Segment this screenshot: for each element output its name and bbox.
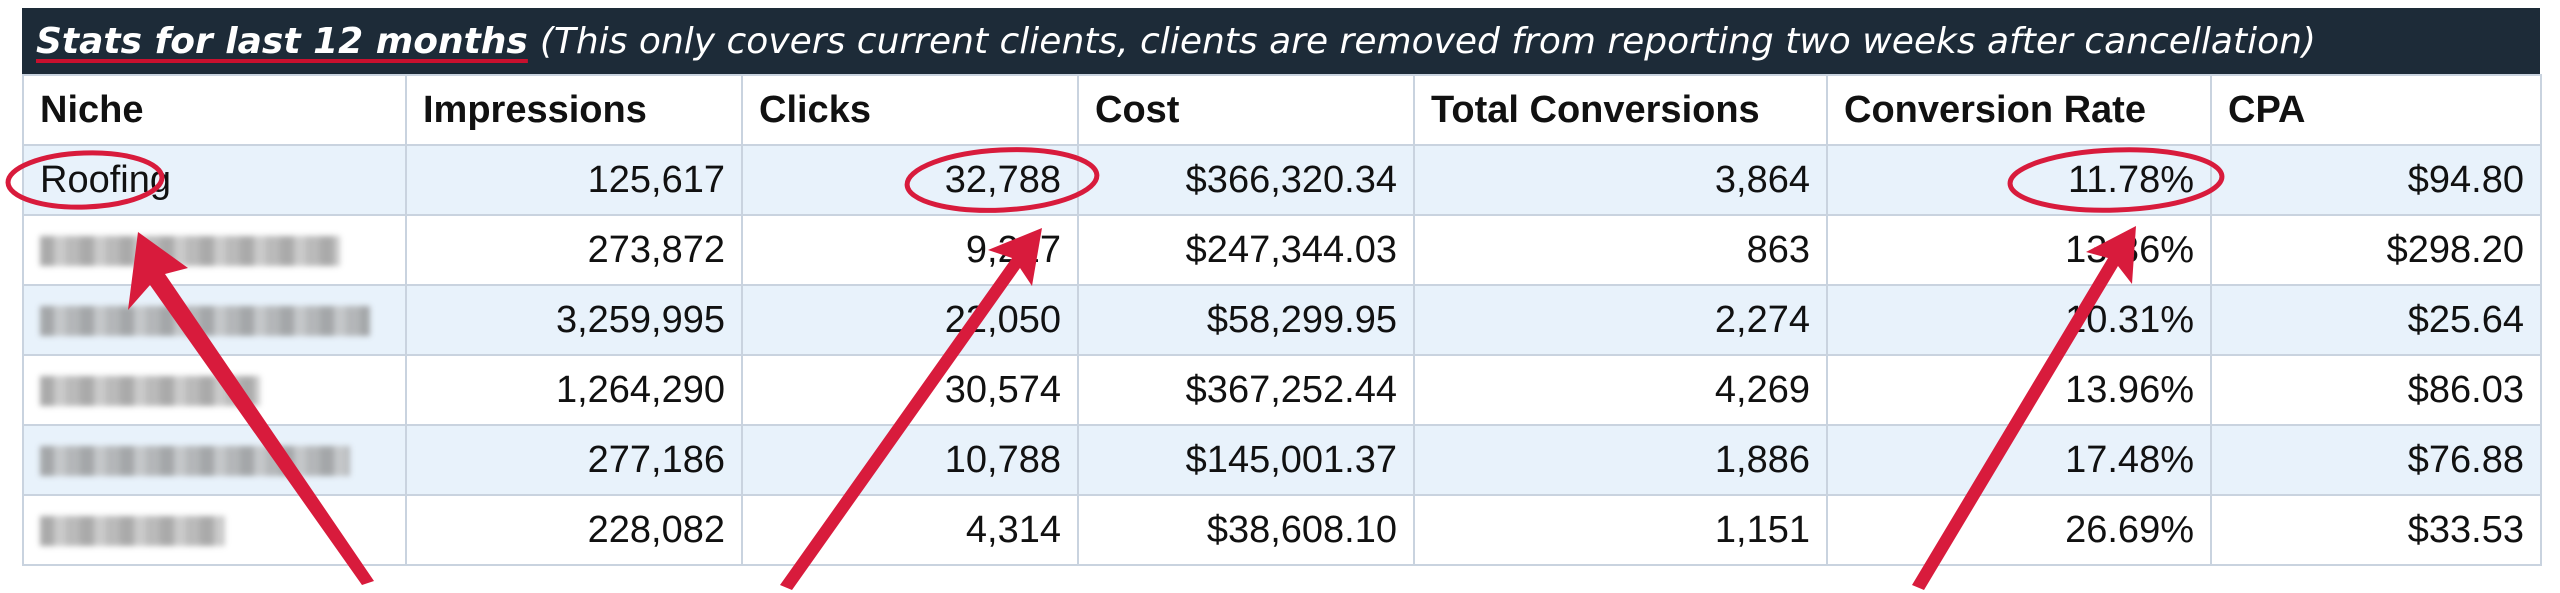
impressions-cell: 277,186: [405, 424, 743, 496]
cost-cell: $58,299.95: [1077, 284, 1415, 356]
impressions-cell: 273,872: [405, 214, 743, 286]
conversions-cell: 1,151: [1413, 494, 1828, 566]
niche-cell-redacted: [22, 424, 407, 496]
title-bar: Stats for last 12 months (This only cove…: [22, 8, 2540, 74]
table-row: 228,082 4,314 $38,608.10 1,151 26.69% $3…: [22, 494, 2542, 566]
niche-cell-redacted: [22, 494, 407, 566]
column-header-clicks: Clicks: [741, 74, 1079, 146]
stats-panel: Stats for last 12 months (This only cove…: [22, 8, 2542, 566]
redacted-text: [40, 446, 350, 477]
niche-cell-redacted: [22, 354, 407, 426]
cpa-cell: $86.03: [2210, 354, 2542, 426]
cpa-cell: $298.20: [2210, 214, 2542, 286]
table-row: 3,259,995 22,050 $58,299.95 2,274 10.31%…: [22, 284, 2542, 356]
clicks-cell: 32,788: [741, 144, 1079, 216]
clicks-cell: 22,050: [741, 284, 1079, 356]
table-row: 273,872 9,227 $247,344.03 863 13.36% $29…: [22, 214, 2542, 286]
cost-cell: $366,320.34: [1077, 144, 1415, 216]
cpa-cell: $25.64: [2210, 284, 2542, 356]
redacted-text: [40, 236, 340, 267]
table-row: 1,264,290 30,574 $367,252.44 4,269 13.96…: [22, 354, 2542, 426]
cpa-cell: $94.80: [2210, 144, 2542, 216]
clicks-cell: 9,227: [741, 214, 1079, 286]
conversions-cell: 1,886: [1413, 424, 1828, 496]
impressions-cell: 228,082: [405, 494, 743, 566]
clicks-cell: 4,314: [741, 494, 1079, 566]
cost-cell: $38,608.10: [1077, 494, 1415, 566]
cost-cell: $247,344.03: [1077, 214, 1415, 286]
niche-cell-redacted: [22, 284, 407, 356]
table-row: Roofing 125,617 32,788 $366,320.34 3,864…: [22, 144, 2542, 216]
niche-cell: Roofing: [22, 144, 407, 216]
redacted-text: [40, 376, 260, 407]
column-header-cpa: CPA: [2210, 74, 2542, 146]
cpa-cell: $33.53: [2210, 494, 2542, 566]
conversion-rate-cell: 13.36%: [1826, 214, 2212, 286]
clicks-cell: 10,788: [741, 424, 1079, 496]
stats-table: Niche Impressions Clicks Cost Total Conv…: [22, 74, 2542, 566]
conversion-rate-cell: 13.96%: [1826, 354, 2212, 426]
niche-cell-redacted: [22, 214, 407, 286]
cost-cell: $367,252.44: [1077, 354, 1415, 426]
column-header-conversion-rate: Conversion Rate: [1826, 74, 2212, 146]
redacted-text: [40, 516, 225, 547]
table-row: 277,186 10,788 $145,001.37 1,886 17.48% …: [22, 424, 2542, 496]
conversion-rate-cell: 11.78%: [1826, 144, 2212, 216]
conversion-rate-cell: 17.48%: [1826, 424, 2212, 496]
cpa-cell: $76.88: [2210, 424, 2542, 496]
conversions-cell: 4,269: [1413, 354, 1828, 426]
header-row: Niche Impressions Clicks Cost Total Conv…: [22, 74, 2542, 146]
impressions-cell: 1,264,290: [405, 354, 743, 426]
clicks-cell: 30,574: [741, 354, 1079, 426]
column-header-cost: Cost: [1077, 74, 1415, 146]
column-header-impressions: Impressions: [405, 74, 743, 146]
conversions-cell: 3,864: [1413, 144, 1828, 216]
conversions-cell: 863: [1413, 214, 1828, 286]
conversion-rate-cell: 10.31%: [1826, 284, 2212, 356]
column-header-total-conversions: Total Conversions: [1413, 74, 1828, 146]
title-heading: Stats for last 12 months: [36, 20, 528, 62]
column-header-niche: Niche: [22, 74, 407, 146]
title-note: (This only covers current clients, clien…: [539, 20, 2316, 62]
conversion-rate-cell: 26.69%: [1826, 494, 2212, 566]
conversions-cell: 2,274: [1413, 284, 1828, 356]
impressions-cell: 3,259,995: [405, 284, 743, 356]
redacted-text: [40, 306, 370, 337]
cost-cell: $145,001.37: [1077, 424, 1415, 496]
impressions-cell: 125,617: [405, 144, 743, 216]
